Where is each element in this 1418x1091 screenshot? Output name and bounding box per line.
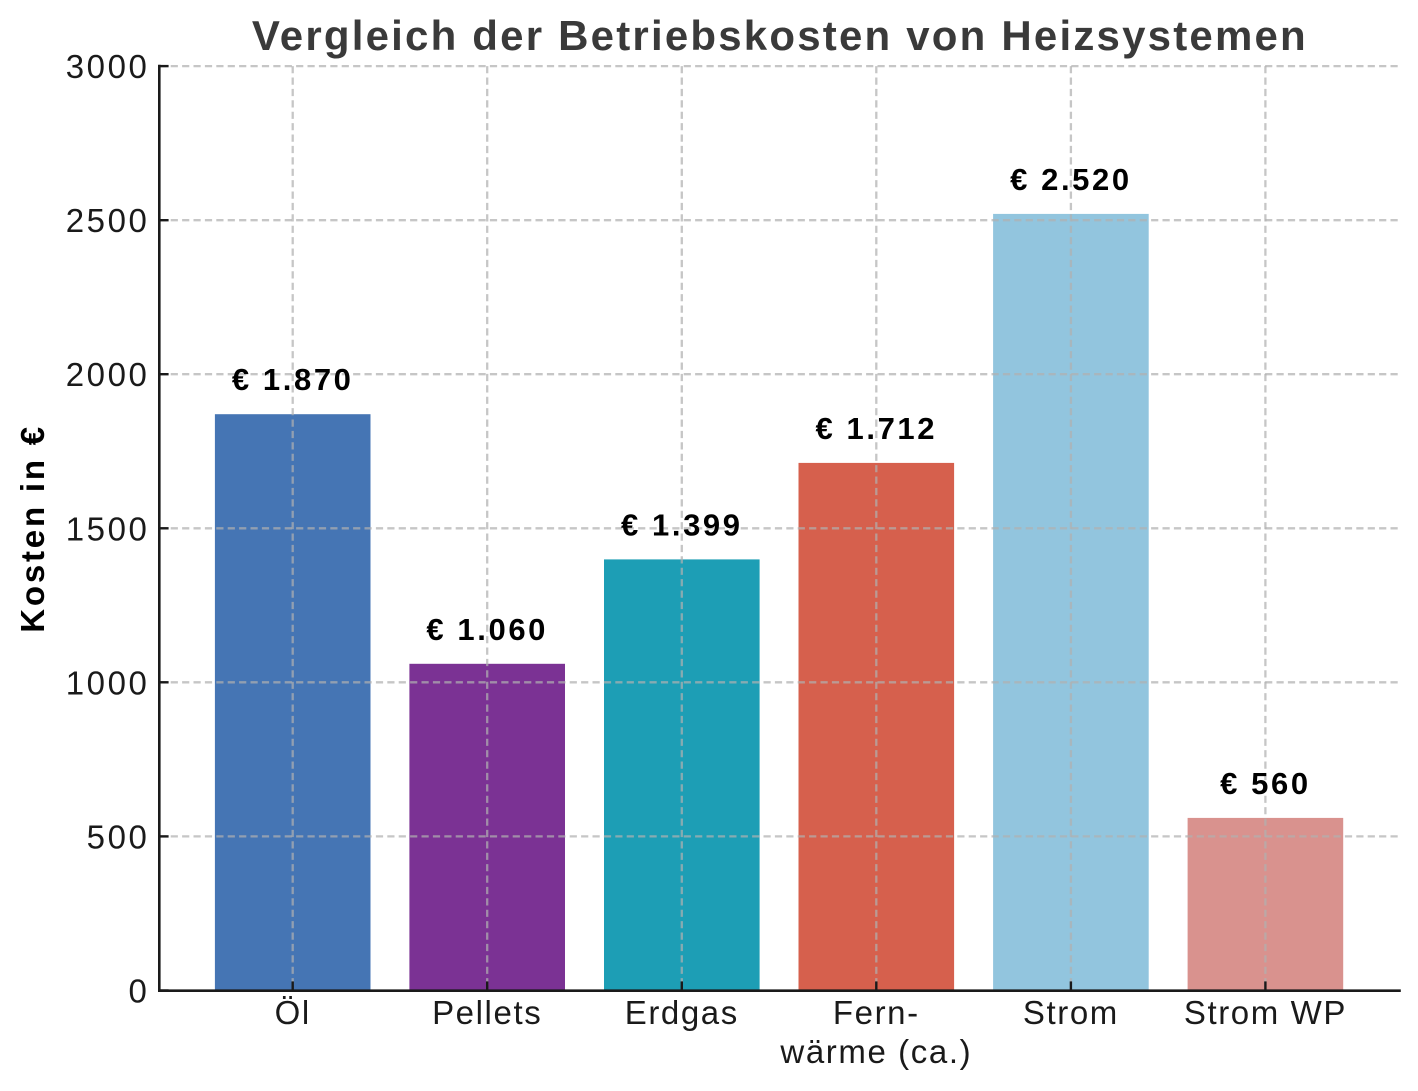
svg-text:€ 1.399: € 1.399 bbox=[621, 507, 743, 542]
svg-text:Vergleich der Betriebskosten v: Vergleich der Betriebskosten von Heizsys… bbox=[252, 12, 1308, 59]
svg-text:0: 0 bbox=[129, 973, 150, 1010]
svg-text:€ 1.712: € 1.712 bbox=[815, 411, 937, 446]
svg-text:500: 500 bbox=[87, 818, 150, 855]
svg-text:€ 560: € 560 bbox=[1220, 766, 1311, 801]
svg-text:2000: 2000 bbox=[66, 356, 150, 393]
svg-text:€ 1.060: € 1.060 bbox=[426, 612, 548, 647]
svg-text:1500: 1500 bbox=[66, 510, 150, 547]
svg-text:Erdgas: Erdgas bbox=[625, 994, 739, 1031]
svg-text:€ 2.520: € 2.520 bbox=[1010, 162, 1132, 197]
svg-text:Strom: Strom bbox=[1023, 994, 1119, 1031]
svg-text:Kosten in €: Kosten in € bbox=[14, 424, 51, 633]
svg-text:wärme (ca.): wärme (ca.) bbox=[779, 1033, 972, 1070]
svg-text:€ 1.870: € 1.870 bbox=[232, 362, 354, 397]
svg-text:Pellets: Pellets bbox=[432, 994, 542, 1031]
svg-text:3000: 3000 bbox=[66, 48, 150, 85]
svg-text:Öl: Öl bbox=[275, 994, 311, 1031]
svg-text:1000: 1000 bbox=[66, 664, 150, 701]
svg-text:Fern-: Fern- bbox=[833, 994, 920, 1031]
svg-text:2500: 2500 bbox=[66, 202, 150, 239]
svg-text:Strom WP: Strom WP bbox=[1184, 994, 1347, 1031]
